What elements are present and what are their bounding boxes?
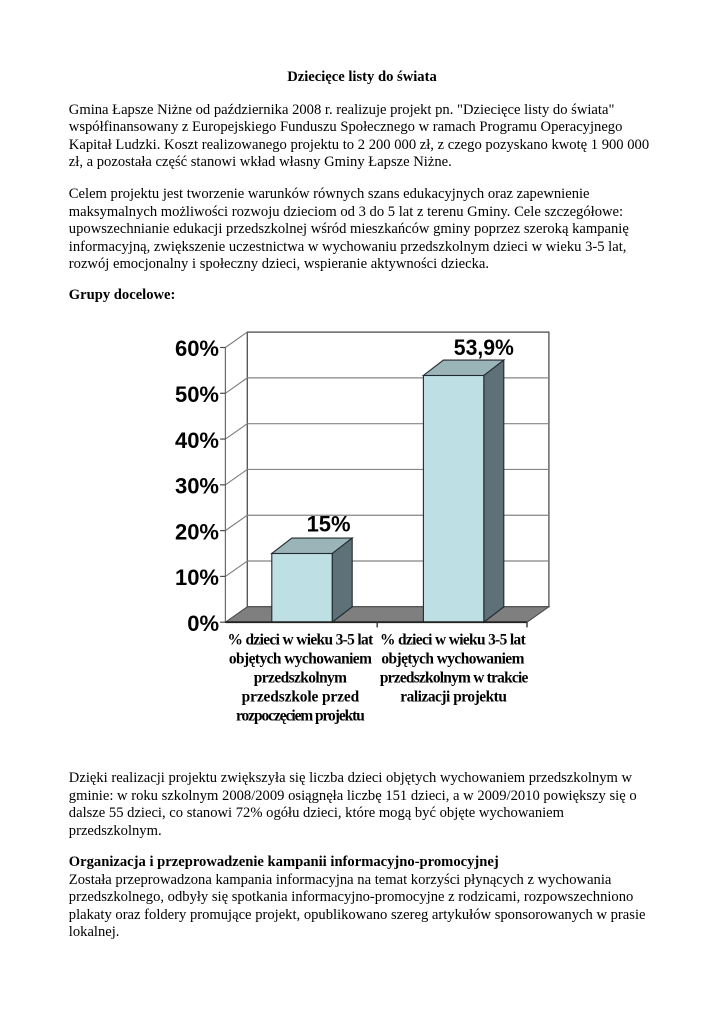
svg-text:60%: 60%	[175, 336, 219, 361]
svg-text:15%: 15%	[307, 512, 351, 537]
svg-text:objętych wychowaniem: objętych wychowaniem	[381, 651, 524, 668]
svg-text:przedszkolnym: przedszkolnym	[254, 670, 347, 687]
svg-text:20%: 20%	[175, 519, 219, 544]
svg-text:0%: 0%	[187, 611, 219, 636]
svg-text:przedszkole przed: przedszkole przed	[242, 688, 360, 705]
svg-text:50%: 50%	[175, 382, 219, 407]
svg-text:40%: 40%	[175, 428, 219, 453]
svg-text:10%: 10%	[175, 565, 219, 590]
svg-text:przedszkolnym w trakcie: przedszkolnym w trakcie	[380, 670, 529, 687]
svg-text:% dzieci w wieku 3-5 lat: % dzieci w wieku 3-5 lat	[228, 632, 375, 649]
svg-text:30%: 30%	[175, 474, 219, 499]
svg-text:objętych wychowaniem: objętych wychowaniem	[229, 651, 372, 668]
svg-text:53,9%: 53,9%	[454, 335, 514, 360]
svg-text:ralizacji projektu: ralizacji projektu	[400, 688, 507, 705]
svg-text:rozpoczęciem projektu: rozpoczęciem projektu	[236, 707, 365, 724]
svg-text:% dzieci w wieku 3-5 lat: % dzieci w wieku 3-5 lat	[380, 632, 527, 649]
